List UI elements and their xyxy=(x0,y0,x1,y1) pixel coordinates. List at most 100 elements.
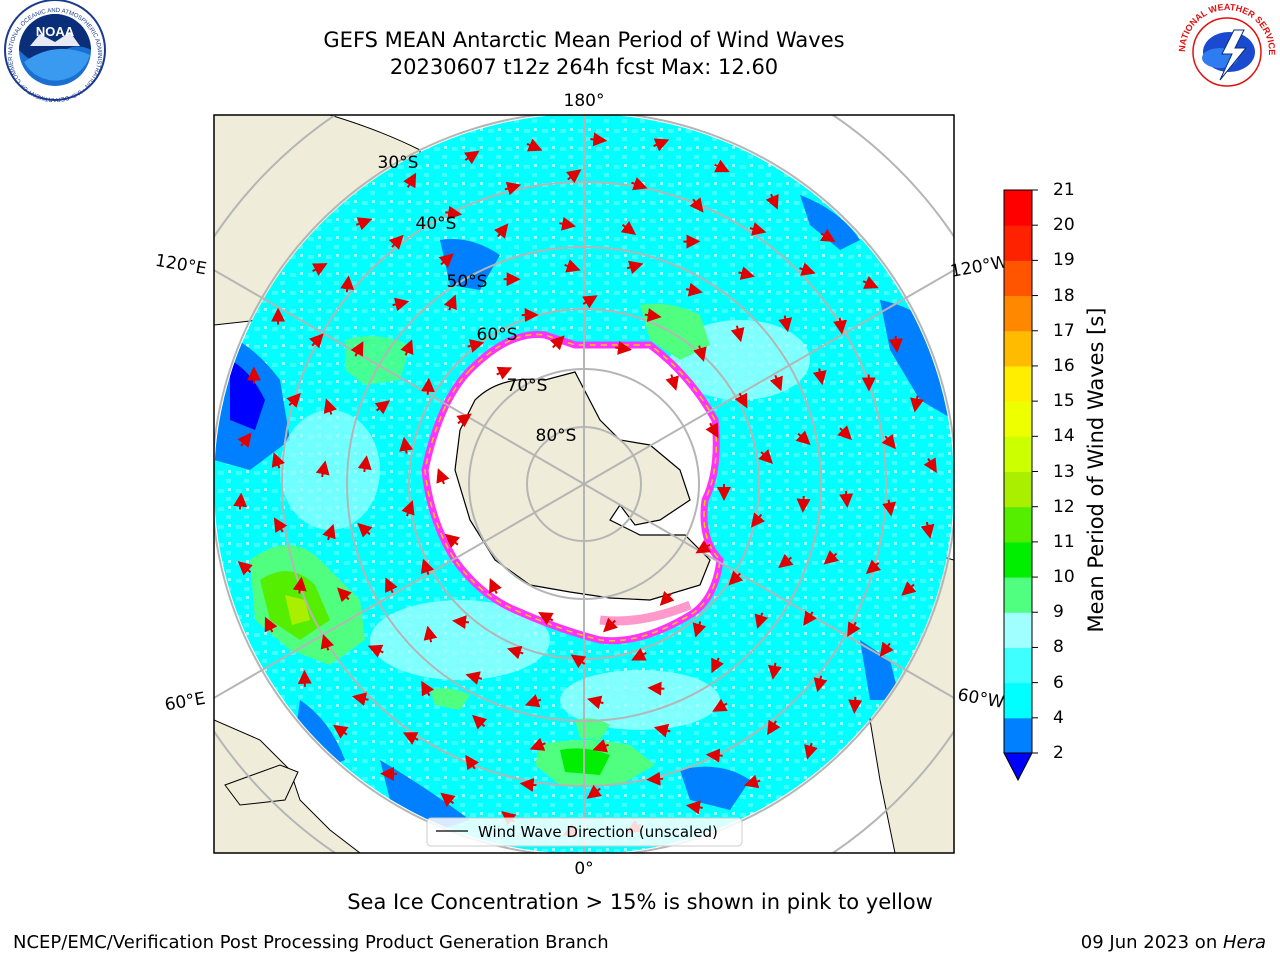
wind-wave-arrow xyxy=(689,197,704,213)
map-legend: Wind Wave Direction (unscaled) xyxy=(426,817,743,847)
colorbar-tick-label: 8 xyxy=(1053,637,1064,658)
wind-wave-arrow xyxy=(489,577,502,594)
wind-wave-arrow xyxy=(385,577,398,594)
wind-wave-arrow xyxy=(423,625,438,643)
wind-wave-arrow xyxy=(901,581,917,596)
wind-wave-arrow xyxy=(351,692,369,706)
wind-wave-arrow xyxy=(271,452,285,469)
wind-wave-arrow xyxy=(796,495,811,513)
wind-wave-arrow xyxy=(778,553,794,569)
lat-label-40s: 40°S xyxy=(416,214,457,234)
colorbar-tick-label: 18 xyxy=(1053,285,1075,306)
wind-wave-arrow xyxy=(714,159,730,173)
noaa-logo-text: NOAA xyxy=(36,24,75,39)
wind-wave-arrow xyxy=(286,392,301,408)
wind-wave-arrow xyxy=(603,617,618,633)
wind-wave-arrow xyxy=(653,723,671,738)
colorbar-segment xyxy=(1004,541,1032,578)
wind-wave-arrow xyxy=(465,754,479,771)
lon-label-180: 180° xyxy=(564,91,605,111)
colorbar-segment xyxy=(1004,647,1032,684)
colorbar-segment xyxy=(1004,295,1032,332)
wind-wave-arrow xyxy=(467,339,485,353)
wind-wave-arrow xyxy=(463,150,480,165)
chart-title: GEFS MEAN Antarctic Mean Period of Wind … xyxy=(323,28,845,52)
wind-wave-arrow xyxy=(273,517,288,533)
wind-wave-arrow xyxy=(322,523,336,541)
wind-wave-arrow xyxy=(237,561,253,576)
wind-wave-arrow xyxy=(847,621,861,637)
wind-wave-arrow xyxy=(738,266,755,280)
wind-wave-arrow xyxy=(559,216,577,231)
wind-wave-arrow xyxy=(436,468,450,485)
wind-wave-arrow xyxy=(465,671,483,685)
colorbar-segment xyxy=(1004,471,1032,508)
chart-subtitle: 20230607 t12z 264h fcst Max: 12.60 xyxy=(389,55,779,79)
map-frame xyxy=(213,114,955,854)
wind-wave-arrow xyxy=(743,774,761,789)
wind-wave-arrow xyxy=(758,449,773,465)
wind-wave-arrow xyxy=(754,612,769,630)
wind-wave-arrow xyxy=(582,295,598,309)
wind-wave-arrow xyxy=(705,748,723,763)
wind-wave-arrow xyxy=(750,512,766,528)
wind-wave-arrow xyxy=(653,138,670,152)
wind-wave-arrow xyxy=(524,694,542,708)
wind-wave-arrow xyxy=(587,695,604,710)
wind-wave-arrow xyxy=(615,340,632,355)
wind-wave-arrow xyxy=(778,315,793,333)
wind-wave-arrow xyxy=(820,228,836,243)
colorbar-segment xyxy=(1004,401,1032,437)
wind-wave-arrow xyxy=(570,654,587,669)
wind-wave-arrow xyxy=(355,217,373,231)
wind-wave-arrow xyxy=(494,223,509,239)
wind-wave-arrow xyxy=(452,615,470,630)
colorbar-segment xyxy=(1004,682,1032,719)
wind-wave-arrow xyxy=(538,611,554,626)
colorbar-tick-label: 20 xyxy=(1053,215,1075,236)
wind-wave-arrow xyxy=(233,492,248,510)
wind-wave-arrow xyxy=(292,576,307,594)
wind-wave-arrow xyxy=(769,374,783,392)
footer-date-prefix: 09 Jun 2023 on xyxy=(1080,932,1223,953)
legend-text: Wind Wave Direction (unscaled) xyxy=(478,823,718,841)
wind-wave-arrow xyxy=(685,282,703,297)
wind-wave-arrow xyxy=(626,260,644,275)
footer-date: 09 Jun 2023 on Hera xyxy=(1081,932,1266,953)
lat-label-80s: 80°S xyxy=(536,426,577,446)
wind-wave-arrow xyxy=(812,368,827,386)
colorbar-tick-label: 14 xyxy=(1053,426,1075,447)
wind-wave-arrow xyxy=(237,432,252,448)
wind-wave-arrow xyxy=(400,339,414,356)
wind-wave-arrow xyxy=(590,132,608,147)
lat-labels: 30°S 40°S 50°S 60°S 70°S 80°S xyxy=(378,153,577,446)
wind-wave-arrow xyxy=(564,259,581,273)
wind-wave-arrow xyxy=(910,395,924,413)
wind-wave-arrow xyxy=(323,398,338,415)
wind-wave-arrow xyxy=(506,645,524,660)
colorbar-segment xyxy=(1004,612,1032,648)
wind-wave-arrow xyxy=(496,366,513,380)
lat-label-50s: 50°S xyxy=(447,272,488,292)
wind-wave-arrow xyxy=(712,698,728,712)
wind-wave-arrow xyxy=(839,490,854,508)
colorbar-tick-label: 19 xyxy=(1053,250,1075,271)
lon-label-60w: 60°W xyxy=(956,685,1006,713)
wind-wave-arrow xyxy=(367,644,384,658)
colorbar-tick-label: 12 xyxy=(1053,496,1075,517)
wind-wave-arrow xyxy=(728,570,744,586)
wind-wave-arrow xyxy=(549,335,565,351)
wind-wave-arrow xyxy=(799,262,816,276)
wind-wave-arrow xyxy=(631,647,647,661)
wind-wave-arrow xyxy=(848,696,863,714)
wind-wave-arrow xyxy=(879,641,894,657)
wind-wave-arrow xyxy=(443,294,457,311)
wind-wave-arrow xyxy=(357,455,372,473)
wind-wave-arrow xyxy=(444,533,461,549)
colorbar-tick-label: 9 xyxy=(1053,602,1064,623)
colorbar-tick-label: 6 xyxy=(1053,672,1064,693)
colorbar-label: Mean Period of Wind Waves [s] xyxy=(1084,307,1108,633)
wind-wave-arrow xyxy=(401,500,415,517)
wind-wave-arrow xyxy=(374,400,391,415)
